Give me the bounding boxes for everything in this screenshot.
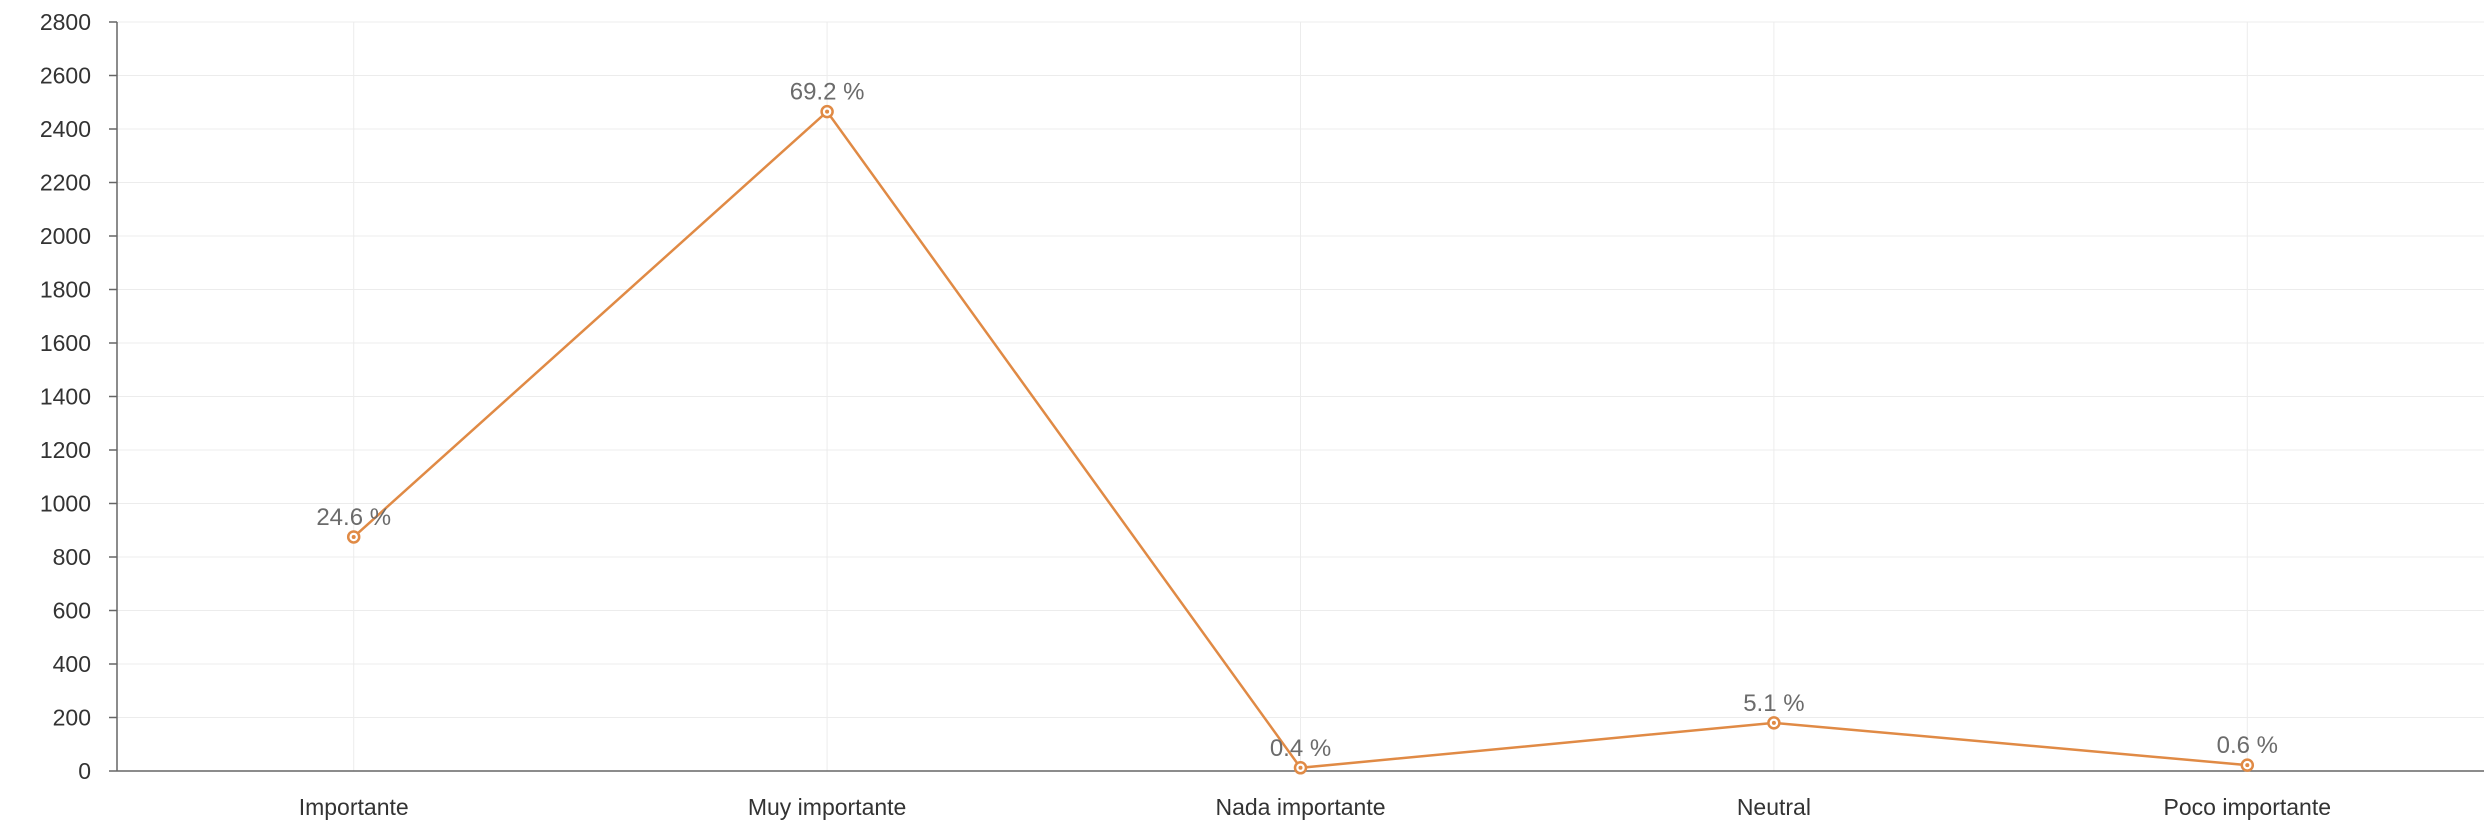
y-tick-label: 600 <box>53 598 91 624</box>
data-label: 0.4 % <box>1270 735 1331 762</box>
data-points <box>346 104 2255 775</box>
data-point-center <box>825 109 830 114</box>
x-tick-label: Nada importante <box>1215 794 1385 820</box>
data-point-center <box>1771 720 1776 725</box>
y-tick-label: 1200 <box>40 437 91 463</box>
y-tick-label: 1800 <box>40 277 91 303</box>
data-label: 5.1 % <box>1743 690 1804 717</box>
data-point-center <box>351 534 356 539</box>
y-tick-label: 2000 <box>40 223 91 249</box>
y-tick-label: 1400 <box>40 384 91 410</box>
x-axis-ticks: Importante Muy importante Nada importante N… <box>299 794 2331 820</box>
y-tick-label: 2400 <box>40 116 91 142</box>
y-tick-label: 2800 <box>40 9 91 35</box>
y-axis-ticks: 0 200 400 600 800 1000 1200 1400 1600 1800 2000 220… <box>40 9 117 784</box>
data-labels: 24.6 % 69.2 % 0.4 % 5.1 % 0.6 % <box>316 79 2278 762</box>
y-tick-label: 400 <box>53 651 91 677</box>
x-tick-label: Muy importante <box>748 794 907 820</box>
x-tick-label: Importante <box>299 794 409 820</box>
data-point-center <box>2245 763 2250 768</box>
data-label: 24.6 % <box>316 504 391 531</box>
data-point-center <box>1298 765 1303 770</box>
y-tick-label: 2600 <box>40 63 91 89</box>
x-tick-label: Neutral <box>1737 794 1811 820</box>
y-tick-label: 1000 <box>40 491 91 517</box>
y-tick-label: 2200 <box>40 170 91 196</box>
y-tick-label: 1600 <box>40 330 91 356</box>
y-tick-label: 0 <box>78 758 91 784</box>
data-label: 69.2 % <box>790 79 865 106</box>
data-label: 0.6 % <box>2217 732 2278 759</box>
x-gridlines <box>353 22 2248 771</box>
y-tick-label: 200 <box>53 705 91 731</box>
x-tick-label: Poco importante <box>2164 794 2331 820</box>
y-tick-label: 800 <box>53 544 91 570</box>
